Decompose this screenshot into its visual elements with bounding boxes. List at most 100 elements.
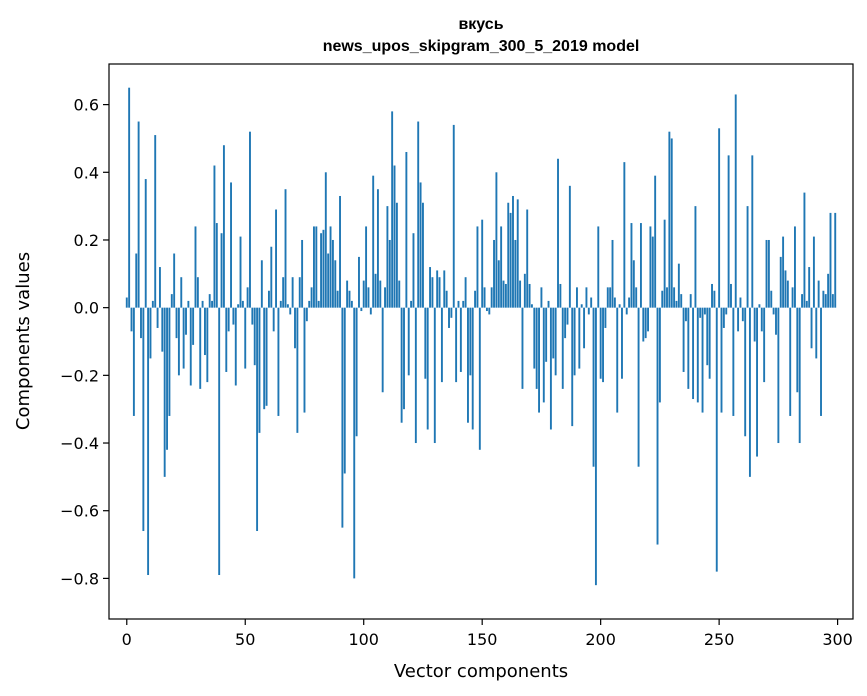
x-axis-ticks: 0 50 100 150 200 250 300 [122,619,853,649]
bar [737,307,740,332]
bar [696,307,699,403]
bar [741,307,744,322]
bar [419,182,422,308]
bar [547,300,550,308]
bar [334,260,337,308]
bar [748,307,751,477]
bar [526,209,529,308]
bar [457,300,460,308]
y-tick-label: −0.4 [60,434,99,453]
bar [512,195,514,308]
bar [360,307,363,312]
bar [722,307,725,328]
bar [602,307,604,383]
bar [606,287,609,308]
bar [365,226,368,308]
bar [746,206,749,308]
bar [760,307,763,332]
bar [827,273,830,308]
bar [265,307,268,406]
bar [403,307,405,410]
bar [566,307,569,325]
bar [618,304,621,308]
bar [471,307,474,430]
bar [758,304,761,308]
bar [225,307,228,372]
bar [426,307,429,430]
bar [429,267,432,308]
bar [303,307,306,413]
bar [341,307,344,528]
bar [168,307,171,416]
bar [675,300,678,308]
bar [132,307,135,416]
bar [431,277,434,308]
bar [147,307,150,576]
bar [730,283,732,308]
bar [488,307,491,315]
bar [194,226,197,308]
bar [656,307,659,545]
bar [815,307,818,359]
bar [533,307,536,369]
bar [369,307,372,315]
bar [322,229,325,308]
bar [670,138,673,308]
bar [213,165,216,308]
bar [668,131,671,308]
bar [490,287,493,308]
y-tick-label: 0.4 [74,163,99,182]
bar [350,300,353,308]
bar [794,226,796,308]
chart-title: вкусь [458,16,503,33]
bar [725,307,728,315]
bar [234,307,237,386]
bar [763,307,766,383]
y-tick-label: 0.2 [74,231,99,250]
bar [568,185,571,308]
bar [256,307,259,532]
bar [189,307,192,386]
y-axis-ticks: 0.6 0.4 0.2 0.0 −0.2 −0.4 −0.6 −0.8 [60,96,109,588]
bar [156,307,159,328]
bar [182,307,185,369]
bar [329,226,332,308]
bar [241,300,244,308]
bar [301,239,304,308]
bar [583,307,586,349]
bar [516,199,519,308]
bar [412,233,415,308]
bar [715,307,718,572]
bar [154,135,157,308]
bar [384,287,386,308]
bar [142,307,145,532]
bar [661,290,664,308]
bar [703,307,706,315]
bar [135,253,138,308]
bar [469,307,472,376]
bar [594,307,597,586]
bar [647,307,649,332]
bar [220,233,223,308]
bar [346,280,349,308]
bar [379,280,382,308]
bar [260,260,263,308]
bar [452,124,455,308]
chart-subtitle: news_upos_skipgram_300_5_2019 model [323,38,640,55]
bar [400,307,403,423]
bar [784,270,787,308]
bar [507,202,510,308]
bar [812,236,815,308]
bar [554,307,557,376]
bar [130,307,133,332]
bar [782,236,785,308]
bar [286,304,289,308]
bar [393,165,396,308]
bar [713,290,716,308]
bar [597,226,600,308]
bar [196,277,199,308]
y-tick-label: 0.0 [74,299,99,318]
bar [571,307,574,427]
